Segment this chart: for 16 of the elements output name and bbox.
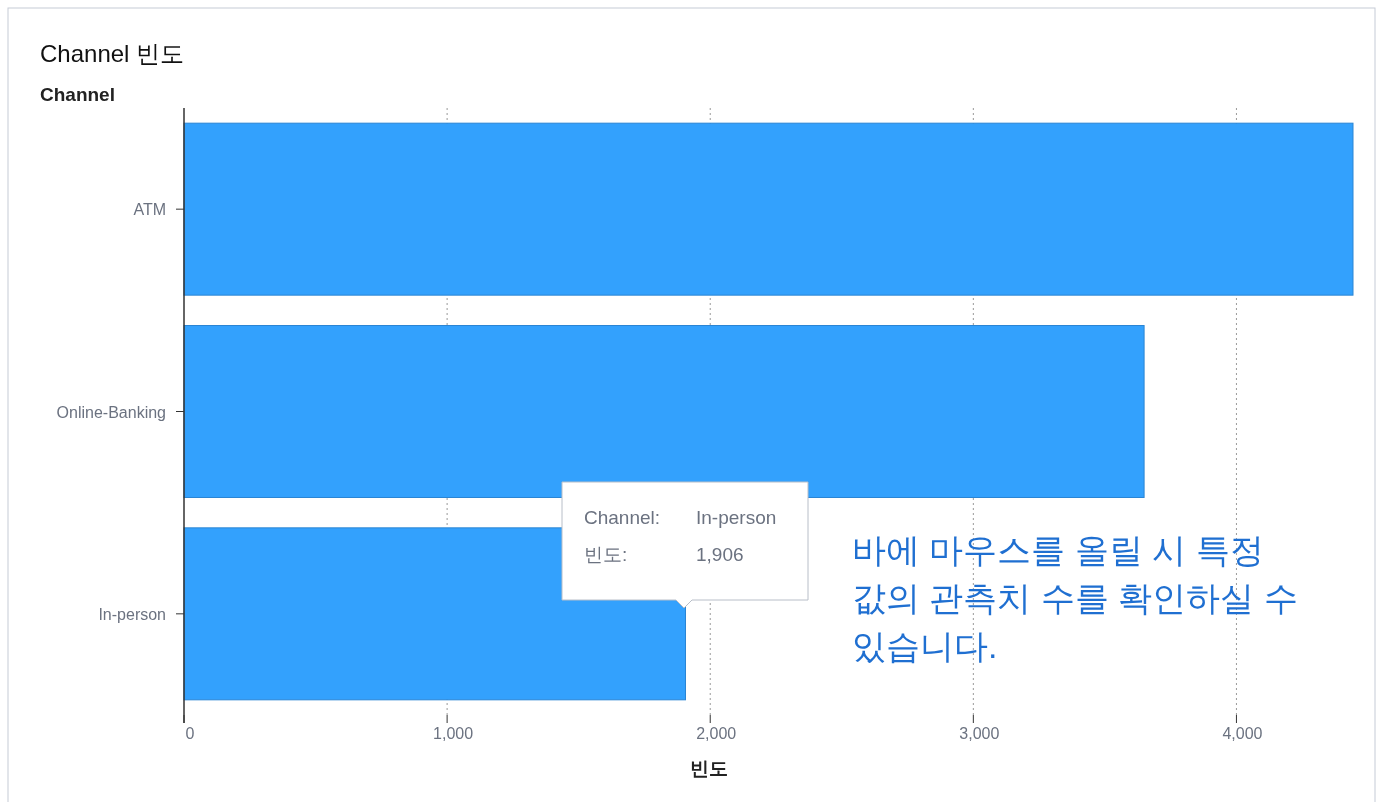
x-axis-title: 빈도 (689, 758, 728, 779)
annotation: 바에 마우스를 올릴 시 특정 값의 관측치 수를 확인하실 수 있습니다. (852, 531, 1298, 665)
annotation: Channel: (584, 507, 661, 528)
annotation: 빈도: (584, 544, 628, 565)
x-tick-label: 1,000 (433, 725, 474, 742)
y-tick-label: Online-Banking (56, 403, 166, 421)
annotation: 1,906 (696, 544, 744, 565)
annotation: In-person (696, 507, 777, 528)
x-tick-label: 4,000 (1222, 725, 1263, 742)
y-tick-label: ATM (133, 201, 166, 219)
y-axis-title: Channel (40, 84, 115, 105)
x-tick-label: 0 (185, 725, 195, 742)
x-tick-label: 2,000 (696, 725, 737, 742)
chart-title: Channel 빈도 (40, 40, 185, 67)
y-tick-label: In-person (98, 605, 166, 623)
x-tick-label: 3,000 (959, 725, 1000, 742)
